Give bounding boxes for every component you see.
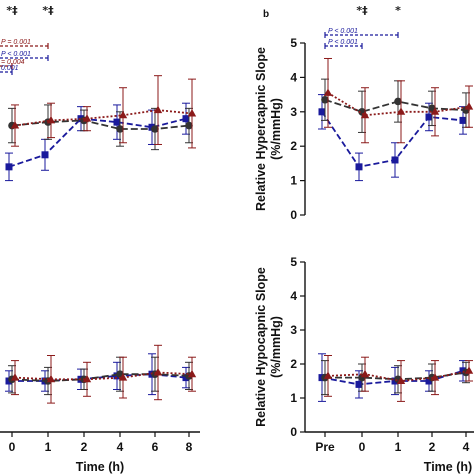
y-tick-label: 5 (290, 255, 297, 269)
data-point-circle (185, 121, 193, 130)
x-axis-title: Time (h) (76, 460, 124, 474)
panel-c: 0 1 2 4 6 8 Time (h) (0, 344, 200, 474)
p-value-label: P = 0.001 (1, 39, 31, 46)
data-point-triangle (82, 114, 92, 122)
y-axis-title: Relative Hypercapnic Slope(%/mmHg) (254, 47, 283, 211)
y-axis-title-line1: Relative Hypercapnic Slope (254, 47, 268, 211)
data-point-square (459, 116, 467, 124)
p-value-label: 0.001 (1, 65, 19, 72)
data-point-triangle (10, 373, 20, 381)
x-axis-title: Time (h) (424, 460, 472, 474)
data-point-square (425, 113, 433, 121)
data-point-triangle (396, 107, 406, 115)
y-axis-title-line2: (%/mmHg) (269, 316, 283, 378)
y-tick-label: 3 (290, 323, 297, 337)
data-point-triangle (323, 371, 333, 379)
data-point-triangle (360, 110, 370, 119)
x-tick-label: 1 (395, 440, 402, 454)
significance-mark: * (395, 4, 401, 17)
data-point-square (113, 118, 121, 126)
series-line (14, 371, 193, 381)
y-tick-label: 0 (290, 208, 297, 222)
p-value-label: P < 0.001 (328, 28, 358, 35)
y-tick-label: 1 (290, 391, 297, 405)
series-line (8, 117, 187, 168)
panel-d: 0 1 2 3 4 5 Relative Hypocapnic Slope(%/mmHg) P… (254, 255, 474, 474)
significance-mark: *‡ (356, 4, 368, 17)
data-point-triangle (187, 369, 197, 378)
data-point-triangle (430, 107, 440, 115)
x-tick-label: 1 (45, 440, 52, 454)
x-tick-label: 0 (9, 440, 16, 454)
data-point-square (318, 108, 326, 116)
data-point-square (391, 156, 399, 164)
data-point-triangle (464, 102, 474, 110)
data-point-triangle (464, 366, 474, 374)
p-value-label: P < 0.001 (328, 39, 358, 46)
x-tick-label: 0 (359, 440, 366, 454)
significance-mark: *‡ (42, 4, 54, 17)
data-point-square (5, 163, 13, 171)
significance-mark: *‡ (6, 4, 18, 17)
data-point-triangle (118, 373, 128, 381)
y-tick-label: 1 (290, 174, 297, 188)
y-tick-label: 0 (290, 425, 297, 439)
data-point-triangle (82, 374, 92, 383)
y-tick-label: 4 (290, 70, 297, 84)
data-point-circle (151, 125, 159, 133)
data-point-circle (321, 95, 329, 104)
x-tick-label: 2 (429, 440, 436, 454)
y-axis-title-line2: (%/mmHg) (269, 98, 283, 160)
data-point-triangle (187, 109, 197, 117)
data-point-triangle (46, 115, 56, 124)
y-axis-title-line1: Relative Hypocapnic Slope (254, 267, 268, 427)
data-point-triangle (323, 88, 333, 96)
series-line (14, 109, 193, 127)
data-point-square (182, 115, 190, 123)
p-value-label: P < 0.001 (1, 51, 31, 58)
y-tick-label: 4 (290, 289, 297, 303)
data-point-triangle (118, 110, 128, 119)
data-point-triangle (153, 368, 163, 376)
data-point-square (425, 377, 433, 385)
data-point-square (355, 163, 363, 171)
data-point-triangle (430, 373, 440, 381)
series-line (327, 92, 470, 117)
y-tick-label: 2 (290, 357, 297, 371)
x-tick-label: 2 (81, 440, 88, 454)
data-point-triangle (46, 374, 56, 383)
y-tick-label: 3 (290, 105, 297, 119)
panel-b: 0 1 2 3 4 5 Relative Hypercapnic Slope(%/mmHg)… (254, 4, 474, 222)
data-point-triangle (153, 105, 163, 114)
x-tick-label: 4 (463, 440, 470, 454)
series-line (11, 373, 190, 382)
x-tick-label: 6 (152, 440, 159, 454)
data-point-triangle (10, 121, 20, 129)
data-point-square (355, 380, 363, 388)
series-line (11, 119, 190, 130)
y-axis-title: Relative Hypocapnic Slope(%/mmHg) (254, 267, 283, 427)
p-value-label: = 0.004 (1, 59, 25, 66)
x-tick-label: 4 (117, 440, 124, 454)
x-tick-label: 8 (186, 440, 193, 454)
data-point-triangle (396, 376, 406, 384)
data-point-circle (394, 97, 402, 106)
data-point-triangle (360, 369, 370, 378)
x-tick-label: Pre (315, 440, 335, 454)
data-point-circle (116, 125, 124, 133)
y-tick-label: 5 (290, 36, 297, 50)
y-tick-label: 2 (290, 139, 297, 153)
panel-letter: b (263, 9, 269, 20)
data-point-square (41, 151, 49, 159)
